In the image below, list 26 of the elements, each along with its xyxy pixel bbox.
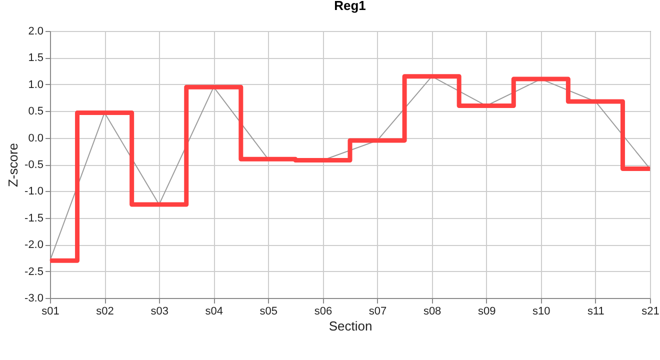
x-tick-label: s07 (368, 306, 387, 318)
x-tick-label: s04 (205, 306, 224, 318)
y-tick-label: -1.5 (24, 212, 44, 224)
chart-title: Reg1 (334, 0, 366, 13)
x-tick-label: s11 (587, 306, 604, 318)
x-tick-label: s01 (42, 306, 60, 318)
x-tick-label: s09 (478, 306, 496, 318)
y-tick-label: 1.0 (28, 78, 44, 91)
x-axis-title: Section (328, 318, 372, 334)
y-tick-label: -1.0 (24, 186, 44, 198)
x-tick-label: s08 (423, 306, 442, 318)
y-axis-title: Z-score (6, 142, 21, 188)
y-tick-label: -2.0 (24, 239, 44, 252)
x-tick-label: s03 (150, 306, 168, 318)
x-tick-label: s06 (314, 306, 332, 318)
y-tick-label: -0.5 (24, 159, 44, 171)
x-tick-label: s05 (260, 306, 278, 318)
y-tick-label: 0.5 (28, 106, 44, 118)
x-tick-label: s21 (642, 306, 660, 318)
y-tick-label: 0.0 (28, 132, 44, 144)
y-tick-label: 1.5 (28, 52, 44, 64)
y-tick-label: -2.5 (24, 266, 44, 278)
y-tick-label: 2.0 (28, 26, 44, 38)
x-tick-label: s02 (96, 306, 114, 318)
y-tick-label: -3.0 (24, 292, 44, 304)
x-tick-label: s10 (532, 306, 550, 318)
